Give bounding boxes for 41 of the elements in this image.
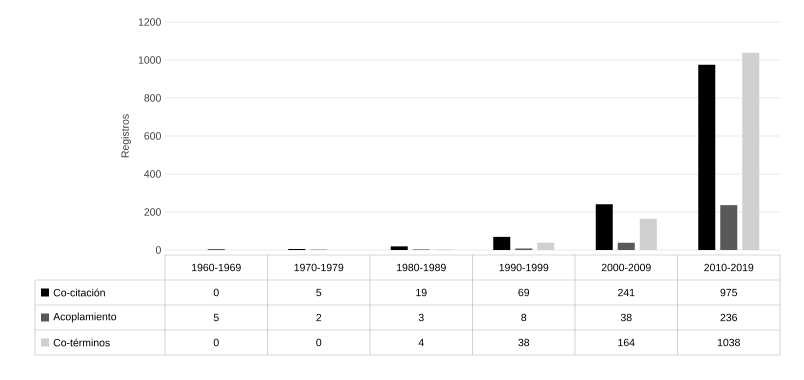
data-label: 975 [720,288,738,296]
bar [698,64,716,250]
bar [618,242,635,250]
y-tick-label: 1000 [138,56,161,64]
data-label: 241 [618,288,634,296]
y-tick-label: 0 [156,246,161,254]
data-label: 0 [214,288,219,296]
data-label: 3 [418,314,424,322]
y-tick-label: 1200 [138,18,161,26]
x-tick-label: 1960-1969 [192,264,241,272]
data-label: 1038 [718,338,740,346]
legend-label: Acoplamiento [53,312,116,322]
x-tick-label: 1980-1989 [397,264,446,272]
data-label: 0 [316,338,322,346]
bar [596,204,613,250]
x-tick-label: 1990-1999 [500,264,548,272]
data-label: 38 [620,314,632,322]
y-axis-title: Registros [121,114,131,158]
legend-label: Co-citación [54,288,105,296]
data-label: 5 [214,314,219,322]
bar [390,246,408,250]
data-label: 69 [518,288,530,296]
data-label: 5 [316,288,322,296]
x-tick-label: 2000-2009 [602,264,651,272]
x-tick-label: 2010-2019 [704,264,754,272]
bar [720,205,738,250]
data-label: 38 [518,338,530,346]
y-tick-label: 200 [144,208,161,216]
data-label: 8 [521,314,526,322]
data-label: 2 [316,314,322,322]
legend-label: Co-términos [54,338,110,346]
data-label: 19 [416,288,427,296]
bar [493,236,510,250]
data-label: 4 [418,338,424,346]
y-tick-label: 400 [144,170,161,178]
data-label: 0 [214,338,219,346]
y-tick-label: 600 [144,132,161,140]
x-tick-label: 1970-1979 [294,264,344,272]
data-label: 236 [720,314,738,322]
data-label: 164 [618,338,635,346]
y-tick-label: 800 [144,94,161,102]
